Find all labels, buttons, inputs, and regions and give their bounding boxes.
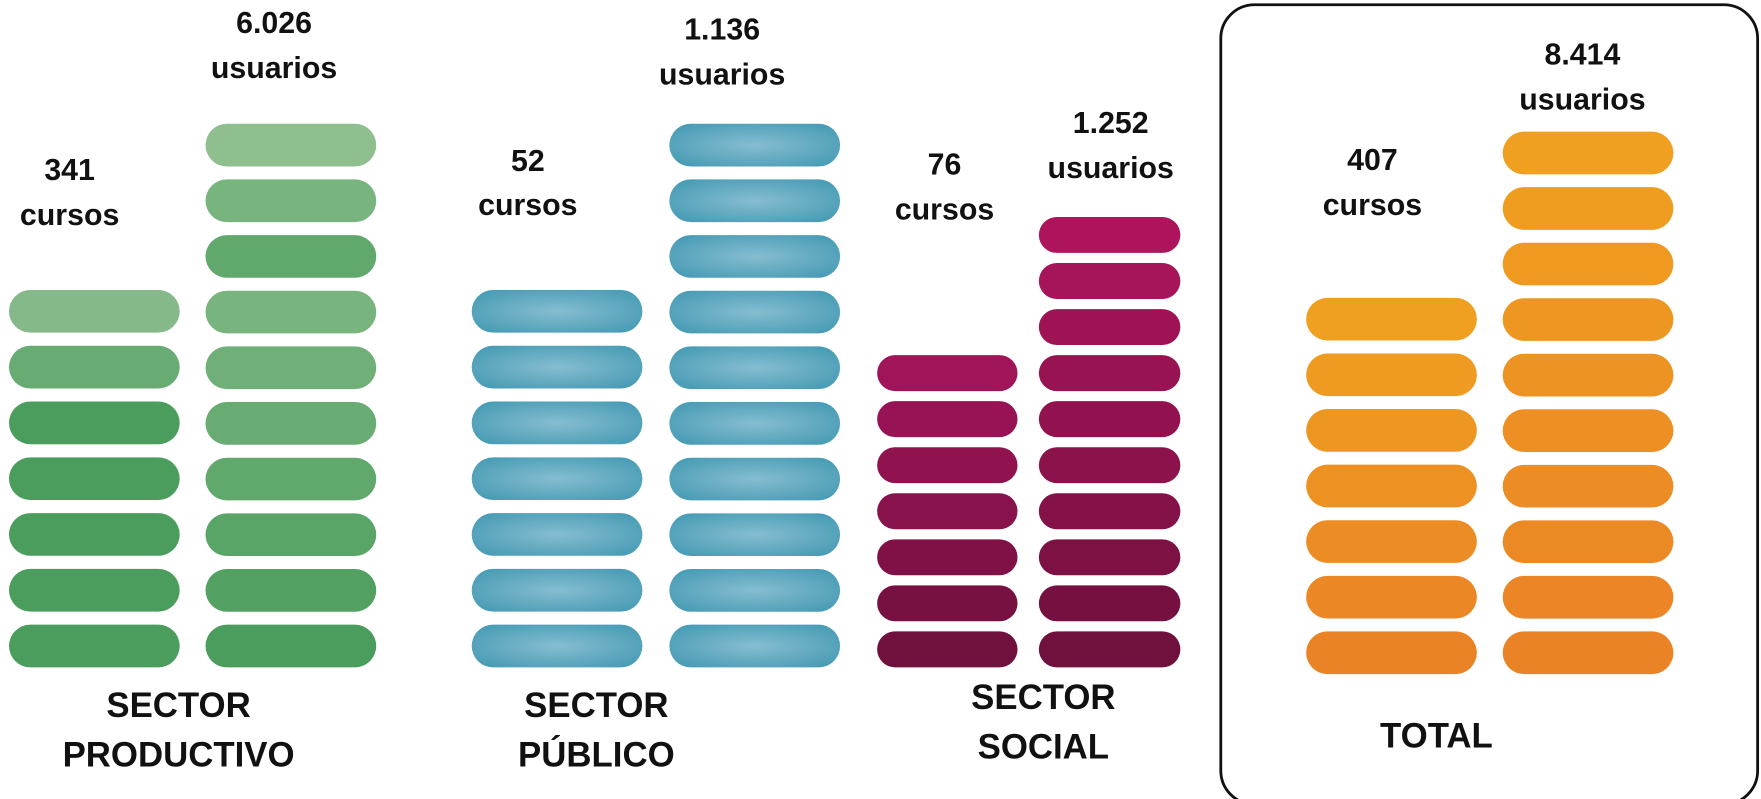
pill [1038,401,1181,438]
pill [471,568,643,612]
group-label: PRODUCTIVO [63,735,295,774]
group-label: SECTOR [971,678,1115,717]
unit: cursos [1323,189,1422,222]
group-label: SOCIAL [978,728,1109,767]
pill [205,513,377,557]
pill [205,624,377,668]
pill [471,401,643,445]
pill [1502,242,1674,286]
pill [669,123,841,167]
pill [8,457,180,501]
pill [877,447,1018,484]
group-label: PÚBLICO [518,734,675,774]
pill [205,346,377,390]
pill [877,539,1018,576]
pill [877,631,1018,668]
pill [8,513,180,556]
pill [1502,520,1674,564]
unit: usuarios [1519,83,1645,116]
pill [1502,575,1674,619]
pill [1306,464,1477,508]
pill [1502,298,1674,341]
pill [1038,631,1181,668]
pill [1502,353,1674,397]
pill [1306,520,1477,563]
unit: usuarios [211,52,337,85]
pill [1306,353,1477,397]
pill [1038,216,1181,253]
pill [471,624,643,668]
pill [877,401,1018,438]
pill [8,345,180,389]
pill [1502,409,1674,452]
pill [471,457,643,501]
pill [669,235,841,278]
pill [1038,309,1181,346]
pill [205,402,377,445]
pill [669,179,841,223]
unit: usuarios [1048,152,1174,185]
pill [8,289,180,333]
pill [669,290,841,334]
pill [1038,447,1181,484]
value: 1.252 [1073,107,1149,140]
pill [471,289,643,333]
unit: cursos [478,189,577,222]
pills [8,123,1674,675]
pill [205,569,377,612]
group-label: SECTOR [106,686,250,725]
pill [471,513,643,556]
pill [1502,464,1674,508]
pill [8,624,180,668]
pill [205,457,377,501]
value: 52 [511,145,545,178]
pill [1306,409,1477,452]
pill [471,345,643,389]
pill [1038,585,1181,622]
value: 407 [1347,144,1398,177]
pill [8,401,180,445]
pill [1502,631,1674,675]
pill [669,569,841,612]
value: 76 [928,148,962,181]
pill [1038,493,1181,530]
group-label: SECTOR [524,686,668,725]
pill [1306,575,1477,619]
unit: cursos [20,199,119,232]
pill [1502,131,1674,175]
pill [1306,631,1477,675]
pill [1038,539,1181,576]
pill [669,624,841,668]
pill [205,290,377,334]
pill [877,493,1018,530]
pill [669,346,841,390]
total-box [1219,3,1760,799]
value: 6.026 [236,7,312,40]
pill [205,235,377,278]
pill [669,457,841,501]
pill [877,585,1018,622]
pill [669,513,841,557]
pill [205,179,377,223]
unit: usuarios [659,59,785,92]
pill [1038,355,1181,392]
group-label: TOTAL [1380,716,1493,755]
value: 341 [44,154,95,187]
pill [669,402,841,445]
unit: cursos [895,193,994,226]
pill [205,123,377,167]
value: 8.414 [1544,38,1620,71]
value: 1.136 [684,14,760,47]
pill [877,355,1018,392]
pill [1502,187,1674,230]
pill [8,568,180,612]
pill [1306,297,1477,341]
pill [1038,263,1181,299]
